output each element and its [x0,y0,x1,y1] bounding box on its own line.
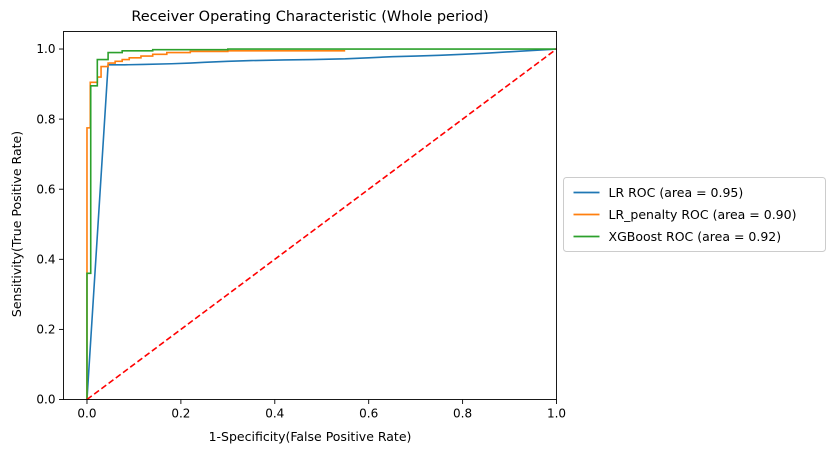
x-tick-label: 0.6 [359,407,378,421]
series-line-1 [86,49,346,400]
x-tick-label: 0.4 [265,407,284,421]
x-tick-label: 1.0 [547,407,566,421]
x-tick-label: 0.2 [171,407,190,421]
x-tick-label: 0.8 [453,407,472,421]
y-tick-label: 0.6 [36,182,55,196]
y-tick-label: 0.2 [36,323,55,337]
series-line-0 [86,48,557,400]
x-axis-label: 1-Specificity(False Positive Rate) [209,429,412,444]
legend-box [563,177,826,252]
legend-entry-label: LR_penalty ROC (area = 0.90) [609,207,797,222]
series-line-2 [86,48,557,400]
y-tick-label: 0.4 [36,253,55,267]
legend-entry-label: LR ROC (area = 0.95) [609,185,744,200]
plot-frame [63,31,557,400]
y-tick-label: 0.0 [36,393,55,407]
x-tick-label: 0.0 [77,407,96,421]
chance-diagonal-line [86,48,557,401]
y-tick-label: 1.0 [36,42,55,56]
plot-area [86,48,557,401]
legend-entry-label: XGBoost ROC (area = 0.92) [609,229,782,244]
chart-title: Receiver Operating Characteristic (Whole… [131,9,488,25]
y-tick-label: 0.8 [36,112,55,126]
legend: LR ROC (area = 0.95) LR_penalty ROC (area… [563,177,826,252]
axis-ticks: 0.0 0.2 0.4 0.6 0.8 1.0 0.0 0.2 0.4 0.6 0.8 1.0 [36,42,566,420]
y-axis-label: Sensitivity(True Positive Rate) [9,131,24,317]
